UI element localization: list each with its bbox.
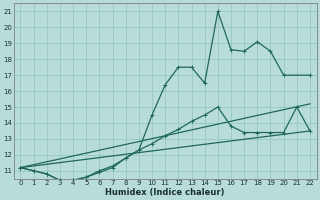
X-axis label: Humidex (Indice chaleur): Humidex (Indice chaleur) — [106, 188, 225, 197]
